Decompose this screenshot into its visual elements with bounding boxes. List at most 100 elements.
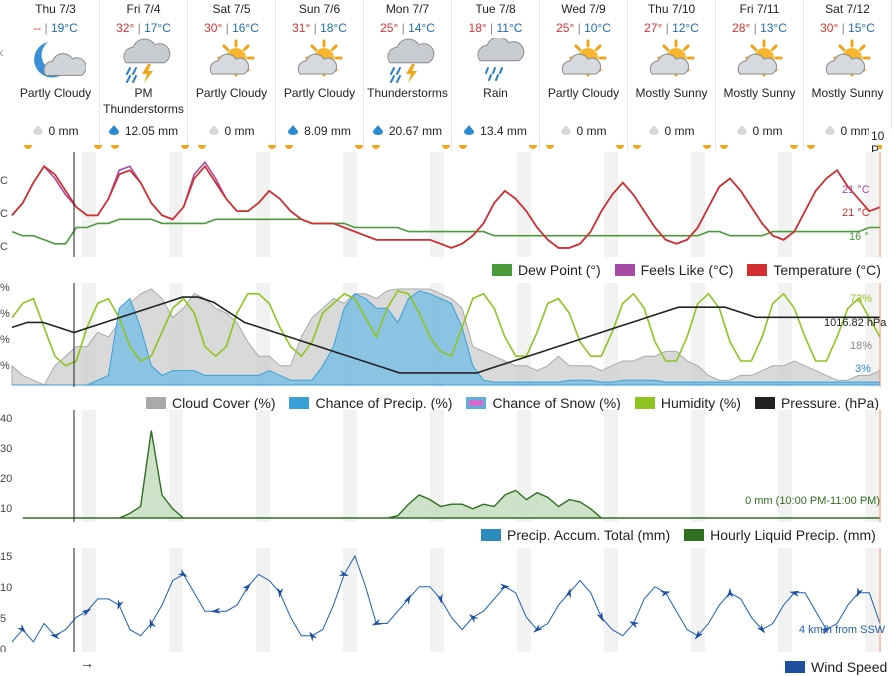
wind-direction-arrow-icon bbox=[210, 607, 221, 614]
day-condition: Mostly Sunny bbox=[811, 86, 884, 100]
wind-direction-arrow-icon bbox=[694, 629, 704, 640]
conditions-axis-tick: % bbox=[0, 283, 10, 294]
day-high-temp: 18° bbox=[468, 21, 487, 35]
wind-direction-arrow-icon bbox=[469, 614, 479, 623]
wind-direction-arrow-icon bbox=[81, 608, 92, 617]
day-forecast-card[interactable]: Fri 7/4 32° | 17°C PM Thunderstorms 12.0… bbox=[100, 0, 188, 150]
temp-axis-tick: C bbox=[0, 175, 8, 187]
day-forecast-card[interactable]: Mon 7/7 25° | 14°C Thunderstorms 20.67 m… bbox=[364, 0, 452, 150]
night-band bbox=[604, 548, 618, 652]
night-band bbox=[604, 152, 618, 257]
wind-chart: 15 10 5 0 4 km/h from SSW bbox=[0, 548, 886, 652]
day-forecast-card[interactable]: Sat 7/12 30° | 15°C Mostly Sunny 0 mm bbox=[804, 0, 892, 150]
day-precip-amount: 20.67 mm bbox=[388, 124, 443, 138]
day-forecast-card[interactable]: Wed 7/9 25° | 10°C Partly Cloudy 0 mm bbox=[540, 0, 628, 150]
day-high-temp: 27° bbox=[644, 21, 663, 35]
day-precip: 0 mm bbox=[804, 124, 891, 138]
wind-direction-arrow-icon bbox=[371, 618, 383, 626]
day-temps: 30° | 15°C bbox=[804, 21, 891, 35]
day-precip-amount: 0 mm bbox=[752, 124, 783, 138]
rain-drop-icon bbox=[288, 124, 299, 138]
precip-axis-tick: 20 bbox=[0, 473, 12, 485]
night-band bbox=[691, 152, 705, 257]
legend-dew-point[interactable]: Dew Point (°) bbox=[492, 262, 601, 278]
temperature-line bbox=[11, 164, 881, 249]
night-band bbox=[430, 152, 444, 257]
night-band bbox=[430, 548, 444, 652]
day-low-temp: 12°C bbox=[672, 21, 699, 35]
wind-direction-arrow-icon bbox=[789, 590, 800, 597]
rain-drop-icon bbox=[372, 124, 383, 138]
temp-separator: | bbox=[313, 21, 317, 35]
temp-series-2 bbox=[11, 218, 880, 245]
day-forecast-card[interactable]: Tue 7/8 18° | 11°C Rain 13.4 mm bbox=[452, 0, 540, 150]
legend-temperature[interactable]: Temperature (°C) bbox=[747, 262, 881, 278]
scroll-right-arrow-icon[interactable]: → bbox=[80, 655, 94, 671]
night-band bbox=[169, 410, 183, 522]
sun-marker bbox=[198, 145, 206, 149]
wind-direction-arrow-icon bbox=[756, 623, 766, 634]
precip-chance-annotation: 3% bbox=[855, 363, 871, 375]
legend-hourly-precip[interactable]: Hourly Liquid Precip. (mm) bbox=[684, 527, 876, 543]
day-date: Sun 7/6 bbox=[298, 2, 341, 16]
sun-marker bbox=[546, 145, 554, 149]
day-forecast-card[interactable]: Sat 7/5 30° | 16°C Partly Cloudy 0 mm bbox=[188, 0, 276, 150]
temperature-legend: Dew Point (°) Feels Like (°C) Temperatur… bbox=[492, 262, 881, 278]
day-low-temp: 19°C bbox=[51, 21, 78, 35]
day-temps: 32° | 17°C bbox=[100, 21, 187, 35]
night-band bbox=[691, 410, 705, 522]
scroll-left-chevron-icon[interactable]: ‹ bbox=[0, 44, 4, 60]
wind-direction-arrow-icon bbox=[629, 621, 640, 629]
wind-direction-arrow-icon bbox=[660, 591, 671, 597]
conditions-axis-tick: % bbox=[0, 308, 10, 320]
feels-like-annotation: 21 °C bbox=[842, 184, 870, 196]
sun-marker bbox=[529, 145, 537, 149]
day-forecast-card[interactable]: Thu 7/3 -- | 19°C Partly Cloudy 0 mm bbox=[12, 0, 100, 150]
day-high-temp: 28° bbox=[732, 21, 751, 35]
day-forecast-card[interactable]: Fri 7/11 28° | 13°C Mostly Sunny 0 mm bbox=[716, 0, 804, 150]
hourly-precip-area bbox=[22, 430, 880, 519]
night-band bbox=[517, 283, 531, 387]
sun-marker bbox=[877, 145, 882, 149]
sun-marker bbox=[442, 145, 450, 149]
legend-feels-like[interactable]: Feels Like (°C) bbox=[614, 262, 733, 278]
wind-direction-arrow-icon bbox=[820, 627, 831, 635]
legend-pressure[interactable]: Pressure. (hPa) bbox=[754, 395, 879, 411]
day-precip-amount: 0 mm bbox=[48, 124, 79, 138]
sun-marker bbox=[633, 145, 641, 149]
legend-cloud-cover[interactable]: Cloud Cover (%) bbox=[146, 395, 275, 411]
rain-icon bbox=[452, 38, 539, 84]
night-band bbox=[256, 152, 270, 257]
sun-marker bbox=[807, 145, 815, 149]
night-band bbox=[604, 410, 618, 522]
temp-separator: | bbox=[577, 21, 581, 35]
legend-humidity[interactable]: Humidity (%) bbox=[634, 395, 741, 411]
legend-wind-speed[interactable]: Wind Speed bbox=[785, 659, 887, 675]
dew-point-annotation: 16 ° bbox=[849, 231, 869, 243]
night-band bbox=[430, 410, 444, 522]
day-date: Wed 7/9 bbox=[561, 2, 606, 16]
thunderstorm-icon bbox=[100, 38, 187, 84]
day-precip-amount: 0 mm bbox=[576, 124, 607, 138]
wind-direction-arrow-icon bbox=[436, 593, 443, 604]
dry-drop-icon bbox=[560, 124, 571, 138]
legend-precip-accum[interactable]: Precip. Accum. Total (mm) bbox=[481, 527, 670, 543]
legend-chance-precip[interactable]: Chance of Precip. (%) bbox=[289, 395, 452, 411]
conditions-legend: Cloud Cover (%) Chance of Precip. (%) Ch… bbox=[146, 395, 879, 411]
wind-direction-arrow-icon bbox=[277, 587, 284, 598]
night-band bbox=[691, 283, 705, 387]
humidity-line bbox=[11, 289, 881, 367]
night-band bbox=[778, 410, 792, 522]
day-forecast-card[interactable]: Thu 7/10 27° | 12°C Mostly Sunny 0 mm bbox=[628, 0, 716, 150]
wind-direction-arrow-icon bbox=[727, 587, 734, 598]
precipitation-legend: Precip. Accum. Total (mm) Hourly Liquid … bbox=[481, 527, 876, 543]
day-forecast-card[interactable]: Sun 7/6 31° | 18°C Partly Cloudy 8.09 mm bbox=[276, 0, 364, 150]
pressure-line bbox=[11, 296, 880, 374]
day-low-temp: 14°C bbox=[408, 21, 435, 35]
temp-separator: | bbox=[137, 21, 141, 35]
night-band bbox=[343, 548, 357, 652]
temp-separator: | bbox=[401, 21, 405, 35]
legend-chance-snow[interactable]: Chance of Snow (%) bbox=[466, 395, 621, 411]
thunderstorm-icon bbox=[364, 38, 451, 84]
daily-forecast-strip: Thu 7/3 -- | 19°C Partly Cloudy 0 mm Fri… bbox=[12, 0, 892, 150]
